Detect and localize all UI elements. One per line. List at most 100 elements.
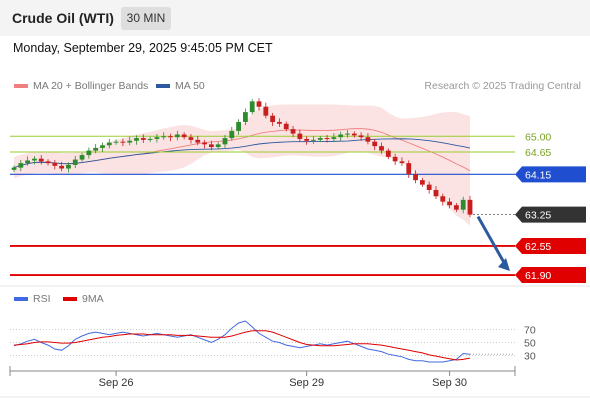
candle-body: [249, 101, 255, 113]
candle-body: [399, 161, 405, 164]
current-price-tag: [515, 206, 586, 223]
candle-body: [93, 147, 99, 151]
candle-body: [351, 133, 357, 136]
timeframe-button[interactable]: 30 MIN: [121, 7, 171, 30]
candle-body: [32, 158, 37, 161]
candle-body: [208, 144, 214, 148]
candle-body: [181, 134, 187, 138]
candle-body: [66, 164, 71, 169]
candle-body: [297, 133, 303, 139]
candle-body: [453, 205, 459, 210]
candle-body: [460, 199, 466, 210]
candle-body: [18, 163, 24, 168]
candle-body: [120, 141, 126, 143]
legend-9ma-label: 9MA: [82, 293, 104, 305]
rsi-line: [13, 320, 471, 363]
legend-rsi: RSI: [14, 293, 51, 305]
candle-body: [161, 136, 167, 138]
candle-body: [358, 135, 364, 138]
candle-body: [188, 137, 194, 140]
candle-body: [174, 134, 180, 138]
forecast-arrowhead: [498, 258, 510, 272]
rsi-level-label: 70: [524, 325, 536, 337]
legend-rsi-label: RSI: [33, 293, 51, 305]
rsi-9ma-line: [13, 330, 471, 361]
candle-body: [317, 138, 323, 140]
candle-body: [372, 141, 378, 147]
candle-body: [440, 196, 446, 202]
candles: [11, 98, 473, 218]
candle-body: [277, 121, 282, 124]
timestamp: Monday, September 29, 2025 9:45:05 PM CE…: [13, 41, 273, 55]
candle-body: [140, 138, 146, 140]
candle-body: [79, 155, 85, 160]
candle-body: [283, 123, 289, 130]
candle-body: [113, 141, 119, 143]
candle-body: [413, 173, 418, 181]
candle-body: [419, 180, 425, 185]
forecast-arrow: [476, 215, 508, 267]
candle-body: [25, 160, 31, 164]
candle-body: [168, 136, 173, 138]
candle-body: [392, 156, 398, 162]
candle-body: [127, 140, 133, 143]
candle-body: [215, 144, 221, 148]
candle-body: [311, 139, 316, 141]
instrument-title: Crude Oil (WTI): [12, 10, 114, 26]
legend-ma20: MA 20 + Bollinger Bands: [14, 80, 148, 92]
candle-body: [385, 150, 391, 157]
candle-body: [365, 137, 371, 142]
candle-body: [324, 138, 330, 140]
resistance-line-1-label: 65.00: [525, 131, 551, 143]
candle-body: [222, 138, 228, 145]
candle-body: [236, 121, 241, 131]
legend-ma50: MA 50: [156, 80, 205, 92]
candle-body: [379, 146, 384, 151]
candle-body: [263, 106, 269, 116]
research-credit: Research © 2025 Trading Central: [424, 80, 581, 92]
legend-9ma: 9MA: [63, 293, 104, 305]
candle-body: [433, 190, 439, 197]
x-tick-label: Sep 29: [289, 377, 324, 389]
candle-body: [202, 142, 207, 145]
support-line-1-tag: [515, 166, 586, 183]
ma20-swatch: [14, 84, 28, 89]
candle-body: [447, 201, 452, 206]
candle-body: [345, 133, 350, 135]
x-tick-label: Sep 30: [432, 377, 467, 389]
chart-header: Crude Oil (WTI) 30 MIN: [0, 0, 590, 36]
candle-body: [338, 134, 344, 138]
support-line-2-label: 62.55: [525, 241, 551, 253]
candle-body: [304, 138, 310, 141]
candle-body: [406, 163, 412, 174]
candle-body: [45, 161, 51, 164]
candle-body: [86, 150, 92, 156]
legend-ma20-label: MA 20 + Bollinger Bands: [33, 80, 149, 92]
candle-body: [100, 145, 105, 148]
support-line-2-tag: [515, 237, 586, 254]
support-line-3-label: 61.90: [525, 270, 551, 282]
rsi-level-label: 30: [524, 351, 536, 363]
x-tick-label: Sep 26: [99, 377, 134, 389]
candle-body: [106, 142, 112, 146]
candle-body: [72, 159, 78, 165]
candle-body: [154, 137, 160, 139]
rsi-level-label: 50: [524, 338, 536, 350]
candle-body: [243, 112, 248, 122]
candle-body: [229, 130, 235, 139]
resistance-line-2-label: 64.65: [525, 147, 551, 159]
legend-ma50-label: MA 50: [175, 80, 205, 92]
candle-body: [195, 139, 201, 143]
candle-body: [147, 138, 153, 140]
support-line-3-tag: [515, 267, 586, 284]
candle-body: [38, 158, 44, 162]
candle-body: [11, 167, 17, 170]
candle-body: [134, 138, 139, 141]
9ma-swatch: [63, 297, 77, 302]
current-price-label: 63.25: [525, 210, 551, 222]
support-line-1-label: 64.15: [525, 169, 551, 181]
candle-body: [331, 137, 337, 139]
candle-body: [426, 184, 432, 190]
candle-body: [290, 129, 296, 134]
